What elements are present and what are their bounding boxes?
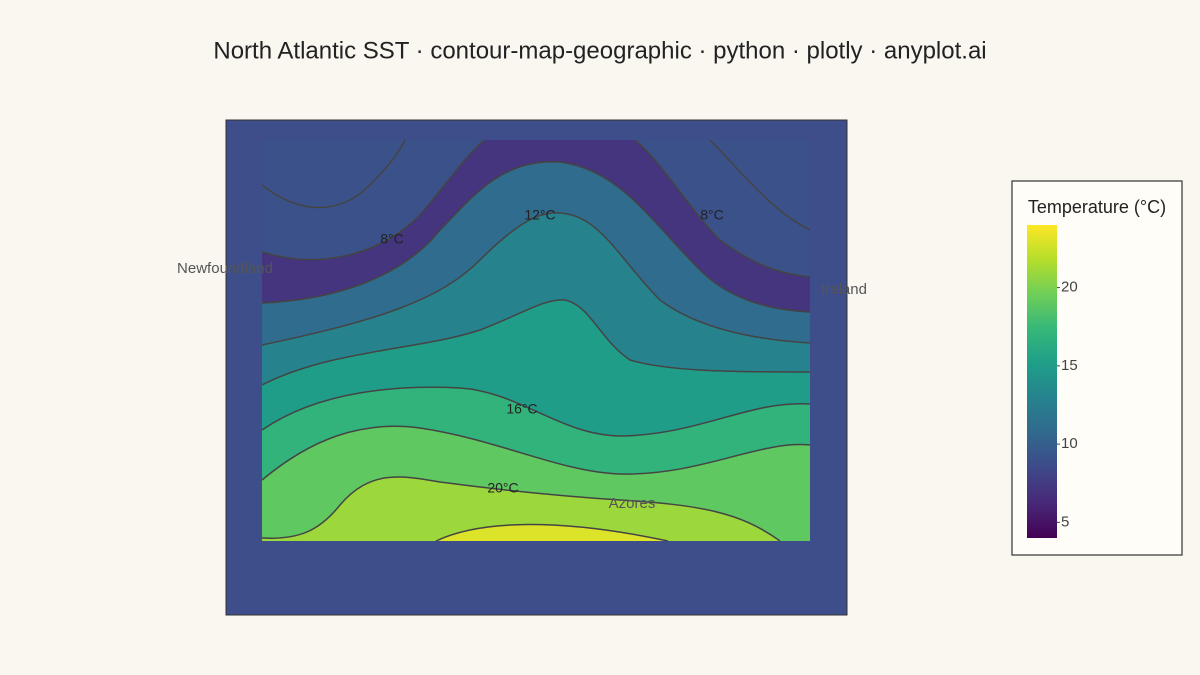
contour-band [262,476,810,541]
contour-label: 12°C [524,207,555,223]
contour-line [262,161,810,313]
chart-title: North Atlantic SST · contour-map-geograp… [213,37,986,64]
colorbar-title: Temperature (°C) [1028,197,1166,217]
contour-line [262,476,781,541]
contour-fill [262,140,810,541]
colorbar-tick-label: 5 [1061,513,1069,530]
colorbar [1027,225,1057,538]
contour-line [262,140,486,261]
contour-line [262,212,810,346]
contour-line [262,140,406,209]
contour-line [435,523,669,541]
contour-label: 20°C [487,480,518,496]
colorbar-tick-label: 15 [1061,357,1078,374]
contour-band [436,524,668,541]
contour-line [262,386,810,437]
contour-line [709,140,810,231]
colorbar-tick-label: 10 [1061,435,1078,452]
contour-line [634,140,810,278]
contour-label: 8°C [700,207,724,223]
contour-label: 8°C [380,231,404,247]
contour-line [262,425,810,481]
contour-lines [262,140,810,541]
place-label: Ireland [821,281,867,298]
place-label: Newfoundland [177,260,273,277]
contour-line [262,299,810,386]
place-label: Azores [609,495,656,512]
colorbar-tick-label: 20 [1061,279,1078,296]
contour-label: 16°C [506,401,537,417]
